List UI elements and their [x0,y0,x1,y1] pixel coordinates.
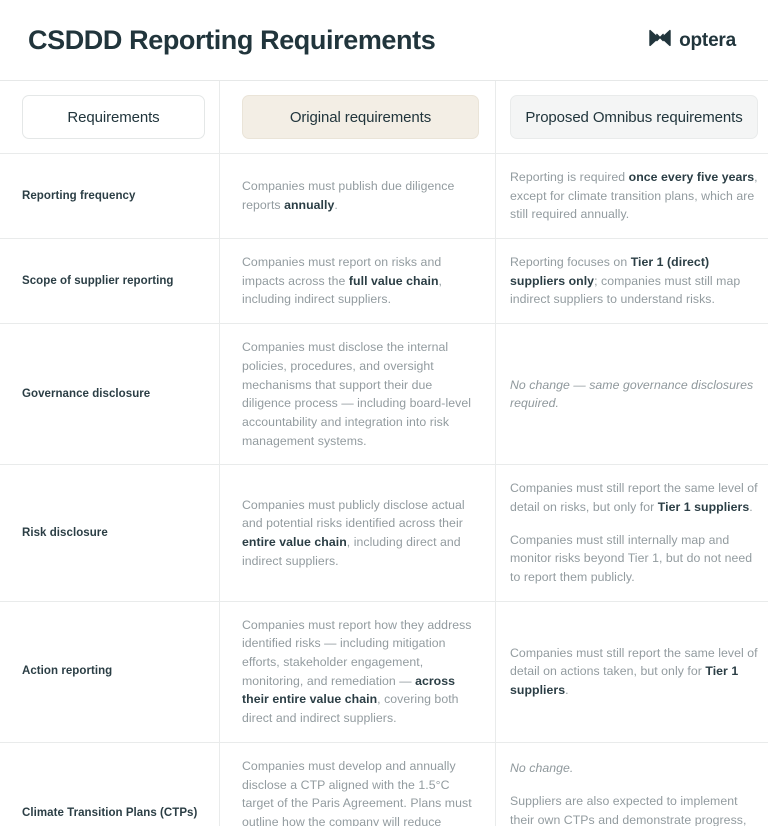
row-requirement-cell: Reporting frequency [0,154,220,239]
row-requirement-cell: Scope of supplier reporting [0,239,220,324]
row-original-cell: Companies must publicly disclose actual … [220,465,496,601]
row-label: Climate Transition Plans (CTPs) [22,806,198,819]
original-text: Companies must develop and annually disc… [242,758,472,826]
row-label: Action reporting [22,665,113,678]
row-original-cell: Companies must report on risks and impac… [220,239,496,324]
page-header: CSDDD Reporting Requirements optera [0,0,768,80]
row-original-cell: Companies must report how they address i… [220,601,496,742]
omnibus-text: Companies must still report the same lev… [510,645,758,698]
page-title: CSDDD Reporting Requirements [28,24,436,55]
row-omnibus-cell: Companies must still report the same lev… [496,602,768,742]
column-header-label[interactable]: Proposed Omnibus requirements [510,95,758,139]
original-text: Companies must publicly disclose actual … [242,497,465,568]
row-requirement-cell: Risk disclosure [0,465,220,601]
table-row: Scope of supplier reporting Companies mu… [0,239,768,325]
row-requirement-cell: Governance disclosure [0,324,220,465]
header-cell-requirements: Requirements [0,81,220,153]
row-omnibus-cell: Reporting focuses on Tier 1 (direct) sup… [496,239,768,323]
table-row: Governance disclosure Companies must dis… [0,324,768,466]
row-requirement-cell: Action reporting [0,601,220,742]
row-omnibus-cell: No change — same governance disclosures … [496,324,768,464]
column-header-label[interactable]: Requirements [22,95,205,139]
column-header-label[interactable]: Original requirements [242,95,479,139]
table-row: Climate Transition Plans (CTPs) Companie… [0,742,768,826]
original-text: Companies must disclose the internal pol… [242,340,471,448]
butterfly-icon [649,29,671,52]
original-text: Companies must publish due diligence rep… [242,179,455,213]
row-requirement-cell: Climate Transition Plans (CTPs) [0,742,220,826]
row-original-cell: Companies must publish due diligence rep… [220,154,496,239]
brand-logo: optera [649,29,736,52]
original-text: Companies must report on risks and impac… [242,255,442,307]
omnibus-text: Reporting is required once every five ye… [510,170,758,222]
omnibus-text: Companies must still report the same lev… [510,481,758,584]
omnibus-text: No change — same governance disclosures … [510,377,754,411]
table-row: Action reporting Companies must report h… [0,601,768,743]
row-omnibus-cell: No change. Suppliers are also expected to… [496,743,768,826]
original-text: Companies must report how they address i… [242,617,472,726]
omnibus-text: Reporting focuses on Tier 1 (direct) sup… [510,255,741,307]
header-cell-omnibus: Proposed Omnibus requirements [496,81,768,153]
header-cell-original: Original requirements [220,81,496,153]
table-row: Risk disclosure Companies must publicly … [0,465,768,602]
table-header-row: Requirements Original requirements Propo… [0,81,768,154]
row-original-cell: Companies must develop and annually disc… [220,742,496,826]
row-omnibus-cell: Companies must still report the same lev… [496,465,768,600]
table-row: Reporting frequency Companies must publi… [0,154,768,240]
row-label: Scope of supplier reporting [22,274,174,287]
omnibus-text: No change. Suppliers are also expected to… [510,761,747,826]
row-label: Reporting frequency [22,189,136,202]
row-label: Governance disclosure [22,387,151,400]
row-label: Risk disclosure [22,526,108,539]
row-omnibus-cell: Reporting is required once every five ye… [496,154,768,238]
row-original-cell: Companies must disclose the internal pol… [220,324,496,465]
brand-name: optera [679,29,736,51]
requirements-table: Requirements Original requirements Propo… [0,80,768,826]
